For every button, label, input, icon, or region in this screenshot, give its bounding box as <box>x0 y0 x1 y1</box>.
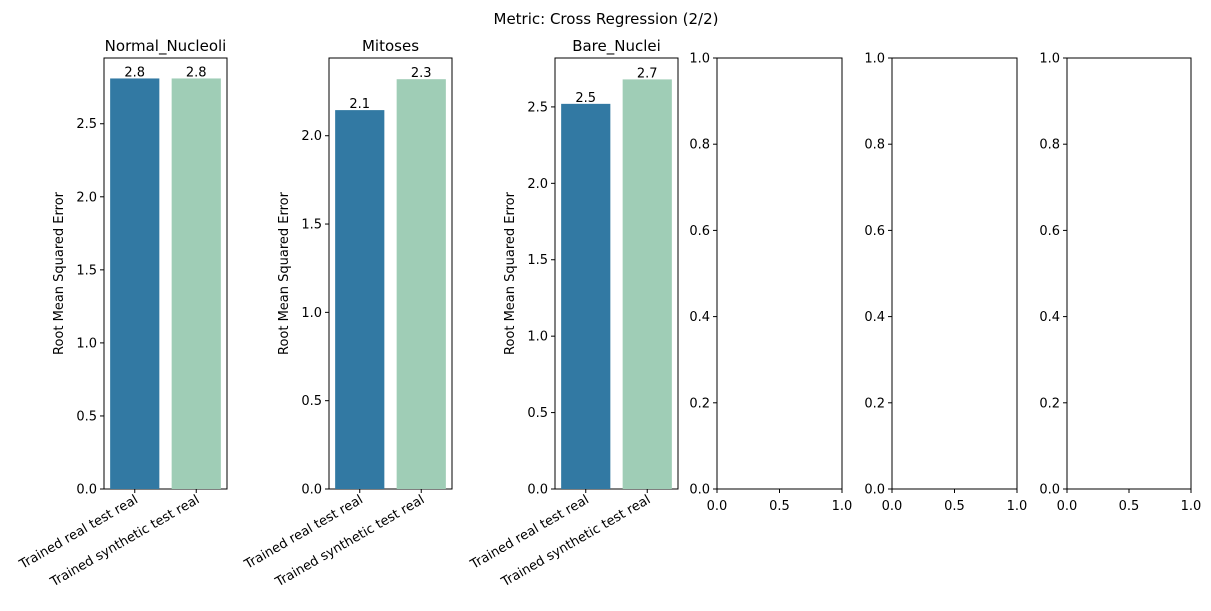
bar-value-label: 2.1 <box>349 97 370 112</box>
x-tick-label: 1.0 <box>832 499 853 514</box>
bar-value-label: 2.8 <box>124 65 145 80</box>
y-tick-label: 0.5 <box>301 394 322 409</box>
subplot-1: 0.0 0.5 1.0 1.5 2.0 2.5 Normal_Nucleoli Root Me… <box>16 37 228 591</box>
bar-value-label: 2.5 <box>575 91 596 106</box>
y-tick-label: 0.5 <box>76 409 97 424</box>
y-tick-label: 1.0 <box>301 306 322 321</box>
bar-synthetic <box>396 79 446 490</box>
figure-title: Metric: Cross Regression (2/2) <box>494 10 719 28</box>
y-tick-label: 0.2 <box>689 396 710 411</box>
y-tick-label: 1.5 <box>76 263 97 278</box>
y-axis-label: Root Mean Squared Error <box>52 191 67 355</box>
y-tick-label: 2.0 <box>527 177 548 192</box>
subplot-2: 0.0 0.5 1.0 1.5 2.0 Mitoses Root Mean Squared … <box>241 37 453 591</box>
y-tick-label: 0.6 <box>689 224 710 239</box>
subplots: 0.0 0.5 1.0 1.5 2.0 2.5 Normal_Nucleoli Root Me… <box>16 37 1201 591</box>
y-tick-label: 0.2 <box>864 396 885 411</box>
y-axis-label: Root Mean Squared Error <box>277 191 292 355</box>
subplot-6: 0.0 0.2 0.4 0.6 0.8 1.0 0.0 0.5 1.0 <box>1039 52 1201 515</box>
subplot-4: 0.0 0.2 0.4 0.6 0.8 1.0 0.0 0.5 1.0 <box>689 52 852 515</box>
subplot-title: Bare_Nuclei <box>572 37 661 56</box>
y-tick-label: 0.0 <box>689 483 710 498</box>
y-tick-label: 0.5 <box>527 406 548 421</box>
y-tick-label: 0.0 <box>76 483 97 498</box>
x-tick-label: 0.5 <box>944 499 965 514</box>
axes-frame <box>716 57 843 490</box>
y-tick-label: 0.8 <box>1039 138 1060 153</box>
y-tick-label: 1.5 <box>301 218 322 233</box>
y-tick-label: 0.0 <box>864 483 885 498</box>
y-tick-label: 0.0 <box>301 483 322 498</box>
y-tick-label: 2.5 <box>527 100 548 115</box>
y-tick-label: 1.0 <box>527 330 548 345</box>
y-tick-label: 0.0 <box>1039 483 1060 498</box>
subplot-title: Normal_Nucleoli <box>105 37 227 56</box>
x-tick-label: 0.5 <box>1119 499 1140 514</box>
y-tick-label: 1.0 <box>864 52 885 67</box>
subplot-title: Mitoses <box>362 37 419 55</box>
axes-frame <box>328 57 453 490</box>
y-tick-label: 0.4 <box>864 310 885 325</box>
subplot-5: 0.0 0.2 0.4 0.6 0.8 1.0 0.0 0.5 1.0 <box>864 52 1027 515</box>
y-tick-label: 1.0 <box>76 336 97 351</box>
y-tick-label: 0.6 <box>864 224 885 239</box>
bar-value-label: 2.8 <box>186 65 207 80</box>
y-tick-label: 0.8 <box>689 138 710 153</box>
x-tick-label: 0.0 <box>1057 499 1078 514</box>
bar-synthetic <box>622 79 672 490</box>
x-tick-label: 0.5 <box>769 499 790 514</box>
subplot-3: 0.0 0.5 1.0 1.5 2.0 2.5 Bare_Nuclei Root Mean S… <box>467 37 679 591</box>
axes-frame <box>1066 57 1192 490</box>
y-tick-label: 0.6 <box>1039 224 1060 239</box>
bar-value-label: 2.3 <box>411 66 432 81</box>
y-tick-label: 1.5 <box>527 253 548 268</box>
y-tick-label: 0.0 <box>527 483 548 498</box>
bar-synthetic <box>171 78 221 490</box>
y-tick-label: 2.0 <box>76 190 97 205</box>
bar-real <box>335 110 385 489</box>
bar-real <box>561 103 611 489</box>
y-tick-label: 0.8 <box>864 138 885 153</box>
x-tick-label: 0.0 <box>707 499 728 514</box>
x-tick-label: 1.0 <box>1181 499 1202 514</box>
axes-frame <box>554 57 679 490</box>
y-tick-label: 0.4 <box>689 310 710 325</box>
axes-frame <box>891 57 1018 490</box>
x-tick-label: 0.0 <box>882 499 903 514</box>
y-tick-label: 2.0 <box>301 129 322 144</box>
bar-value-label: 2.7 <box>637 66 658 81</box>
y-tick-label: 1.0 <box>1039 52 1060 67</box>
y-axis-label: Root Mean Squared Error <box>503 191 518 355</box>
y-tick-label: 0.4 <box>1039 310 1060 325</box>
y-tick-label: 1.0 <box>689 52 710 67</box>
x-tick-label: 1.0 <box>1007 499 1028 514</box>
y-tick-label: 2.5 <box>76 117 97 132</box>
bar-real <box>110 78 160 490</box>
y-tick-label: 0.2 <box>1039 396 1060 411</box>
axes-frame <box>103 57 228 490</box>
